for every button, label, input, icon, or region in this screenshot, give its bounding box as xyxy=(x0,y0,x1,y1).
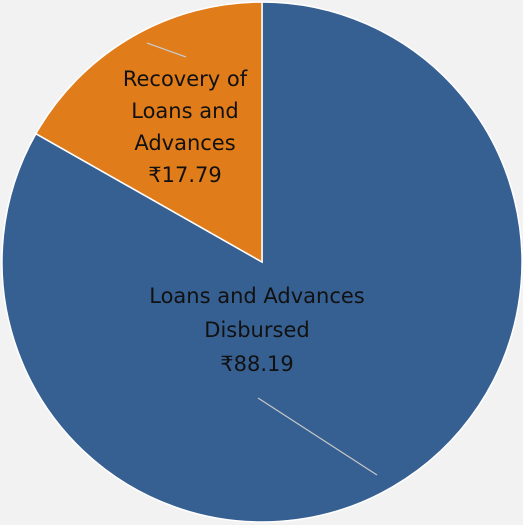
leader-line-1 xyxy=(146,42,187,58)
slice-value-label-0: ₹88.19 xyxy=(220,352,293,376)
slice-name-line-1-1: Loans and xyxy=(131,99,238,123)
slice-name-line-1-0: Recovery of xyxy=(123,67,248,91)
slice-name-line-1-2: Advances xyxy=(134,131,235,155)
slice-value-label-1: ₹17.79 xyxy=(148,163,221,187)
slice-name-line-0-0: Loans and Advances xyxy=(149,284,365,308)
slice-name-line-0-1: Disbursed xyxy=(204,318,309,342)
slice-label-0: Loans and Advances Disbursed ₹88.19 xyxy=(149,284,365,376)
pie-slice-1 xyxy=(34,1,263,264)
slice-label-1: Recovery of Loans and Advances ₹17.79 xyxy=(123,67,248,187)
leader-line-0 xyxy=(257,397,378,476)
